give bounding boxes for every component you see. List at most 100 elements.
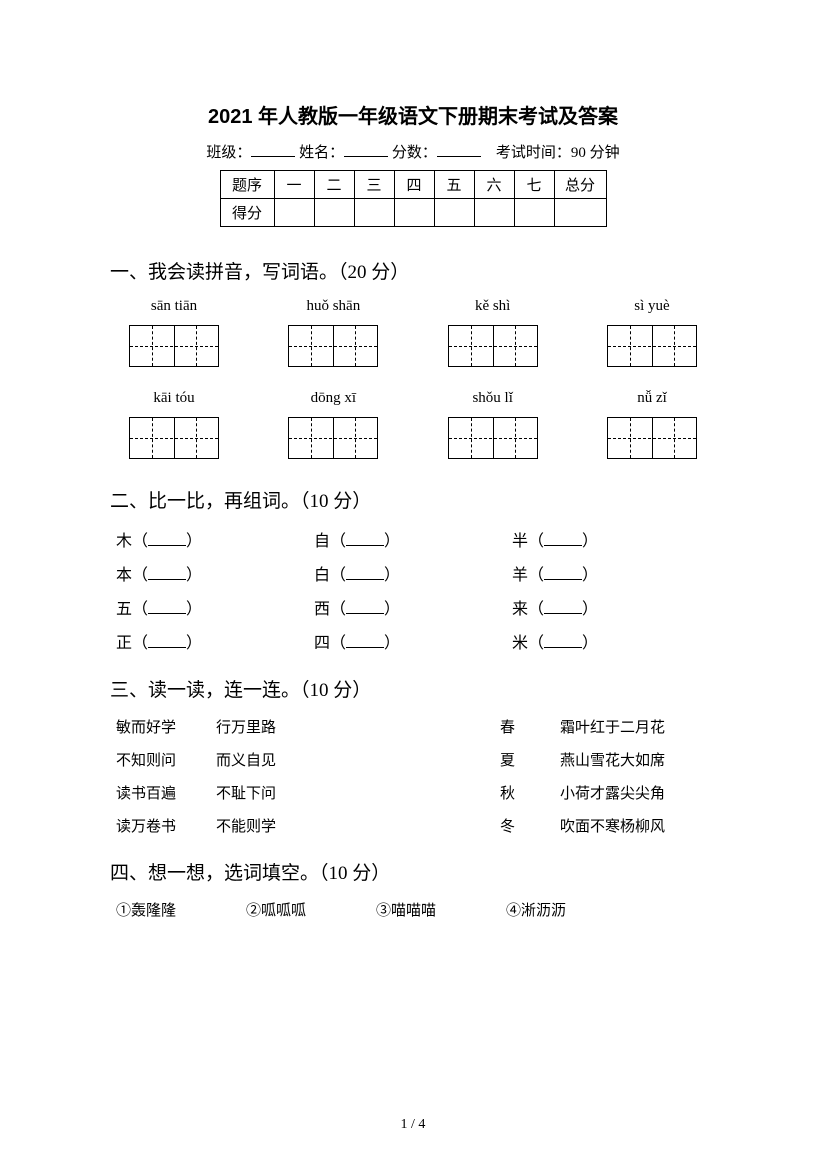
q4-option: ①轰隆隆 — [116, 899, 176, 920]
q2-item: 五（） — [116, 595, 314, 619]
score-cell[interactable] — [354, 199, 394, 227]
q3-left-b: 不能则学 — [216, 815, 316, 836]
col-1: 一 — [274, 171, 314, 199]
q1-pinyin-row2: kāi tóu dōng xī shǒu lǐ nǚ zǐ — [110, 390, 716, 411]
score-header-row: 题序 一 二 三 四 五 六 七 总分 — [220, 171, 606, 199]
score-cell[interactable] — [554, 199, 606, 227]
col-6: 六 — [474, 171, 514, 199]
q2-item: 四（） — [314, 629, 512, 653]
header-cell: 题序 — [220, 171, 274, 199]
q4-option: ②呱呱呱 — [246, 899, 306, 920]
q2-item: 正（） — [116, 629, 314, 653]
q2-item: 白（） — [314, 561, 512, 585]
time-label: 考试时间：90 分钟 — [496, 145, 620, 161]
answer-blank[interactable] — [148, 636, 186, 648]
q2-item: 本（） — [116, 561, 314, 585]
score-blank[interactable] — [437, 143, 481, 157]
score-label: 分数： — [392, 145, 437, 161]
meta-line: 班级： 姓名： 分数： 考试时间：90 分钟 — [110, 141, 716, 162]
char-box[interactable] — [607, 325, 697, 367]
q4-options: ①轰隆隆 ②呱呱呱 ③喵喵喵 ④淅沥沥 — [110, 899, 716, 920]
score-cell[interactable] — [394, 199, 434, 227]
q3-right-b: 霜叶红于二月花 — [560, 716, 710, 737]
pinyin: shǒu lǐ — [433, 390, 553, 407]
q3-left-b: 不耻下问 — [216, 782, 316, 803]
pinyin: sān tiān — [114, 298, 234, 315]
answer-blank[interactable] — [544, 602, 582, 614]
q3-left-a: 读书百遍 — [116, 782, 216, 803]
q4-option: ③喵喵喵 — [376, 899, 436, 920]
q3-right-a: 冬 — [500, 815, 560, 836]
q3-left-a: 敏而好学 — [116, 716, 216, 737]
char-box[interactable] — [448, 325, 538, 367]
q1-pinyin-row1: sān tiān huǒ shān kě shì sì yuè — [110, 298, 716, 319]
q3-grid: 敏而好学 行万里路 春 霜叶红于二月花 不知则问 而义自见 夏 燕山雪花大如席 … — [110, 716, 716, 836]
q4-title: 四、想一想，选词填空。（10 分） — [110, 858, 716, 885]
score-cell[interactable] — [514, 199, 554, 227]
q2-item: 自（） — [314, 527, 512, 551]
q2-item: 西（） — [314, 595, 512, 619]
col-total: 总分 — [554, 171, 606, 199]
name-label: 姓名： — [299, 145, 344, 161]
pinyin: sì yuè — [592, 298, 712, 315]
q3-title: 三、读一读，连一连。（10 分） — [110, 675, 716, 702]
pinyin: kě shì — [433, 298, 553, 315]
col-4: 四 — [394, 171, 434, 199]
q2-title: 二、比一比，再组词。（10 分） — [110, 486, 716, 513]
pinyin: kāi tóu — [114, 390, 234, 407]
q2-item: 米（） — [512, 629, 710, 653]
q4-option: ④淅沥沥 — [506, 899, 566, 920]
pinyin: nǚ zǐ — [592, 390, 712, 407]
col-3: 三 — [354, 171, 394, 199]
q3-right-a: 夏 — [500, 749, 560, 770]
pinyin: dōng xī — [273, 390, 393, 407]
q3-left-a: 不知则问 — [116, 749, 216, 770]
char-box[interactable] — [288, 417, 378, 459]
answer-blank[interactable] — [148, 602, 186, 614]
pinyin: huǒ shān — [273, 298, 393, 315]
q2-item: 木（） — [116, 527, 314, 551]
answer-blank[interactable] — [346, 568, 384, 580]
answer-blank[interactable] — [148, 568, 186, 580]
score-cell[interactable] — [474, 199, 514, 227]
class-label: 班级： — [206, 145, 251, 161]
answer-blank[interactable] — [544, 534, 582, 546]
q3-right-a: 春 — [500, 716, 560, 737]
char-box[interactable] — [607, 417, 697, 459]
col-2: 二 — [314, 171, 354, 199]
q2-item: 羊（） — [512, 561, 710, 585]
answer-blank[interactable] — [346, 636, 384, 648]
q3-left-a: 读万卷书 — [116, 815, 216, 836]
char-box[interactable] — [448, 417, 538, 459]
q3-left-b: 行万里路 — [216, 716, 316, 737]
score-value-row: 得分 — [220, 199, 606, 227]
q3-left-b: 而义自见 — [216, 749, 316, 770]
score-cell[interactable] — [434, 199, 474, 227]
score-cell[interactable] — [274, 199, 314, 227]
q3-right-b: 燕山雪花大如席 — [560, 749, 710, 770]
q3-right-b: 小荷才露尖尖角 — [560, 782, 710, 803]
q3-right-b: 吹面不寒杨柳风 — [560, 815, 710, 836]
col-7: 七 — [514, 171, 554, 199]
page-footer: 1 / 4 — [0, 1117, 826, 1133]
char-box[interactable] — [129, 417, 219, 459]
q2-item: 来（） — [512, 595, 710, 619]
header-cell: 得分 — [220, 199, 274, 227]
q2-grid: 木（） 自（） 半（） 本（） 白（） 羊（） 五（） 西（） 来（） 正（） … — [110, 527, 716, 653]
q3-right-a: 秋 — [500, 782, 560, 803]
col-5: 五 — [434, 171, 474, 199]
score-cell[interactable] — [314, 199, 354, 227]
answer-blank[interactable] — [148, 534, 186, 546]
q1-boxes-row1 — [110, 325, 716, 372]
char-box[interactable] — [129, 325, 219, 367]
answer-blank[interactable] — [544, 636, 582, 648]
answer-blank[interactable] — [544, 568, 582, 580]
q2-item: 半（） — [512, 527, 710, 551]
name-blank[interactable] — [344, 143, 388, 157]
q1-title: 一、我会读拼音，写词语。（20 分） — [110, 257, 716, 284]
class-blank[interactable] — [251, 143, 295, 157]
score-table: 题序 一 二 三 四 五 六 七 总分 得分 — [220, 170, 607, 227]
answer-blank[interactable] — [346, 534, 384, 546]
char-box[interactable] — [288, 325, 378, 367]
answer-blank[interactable] — [346, 602, 384, 614]
